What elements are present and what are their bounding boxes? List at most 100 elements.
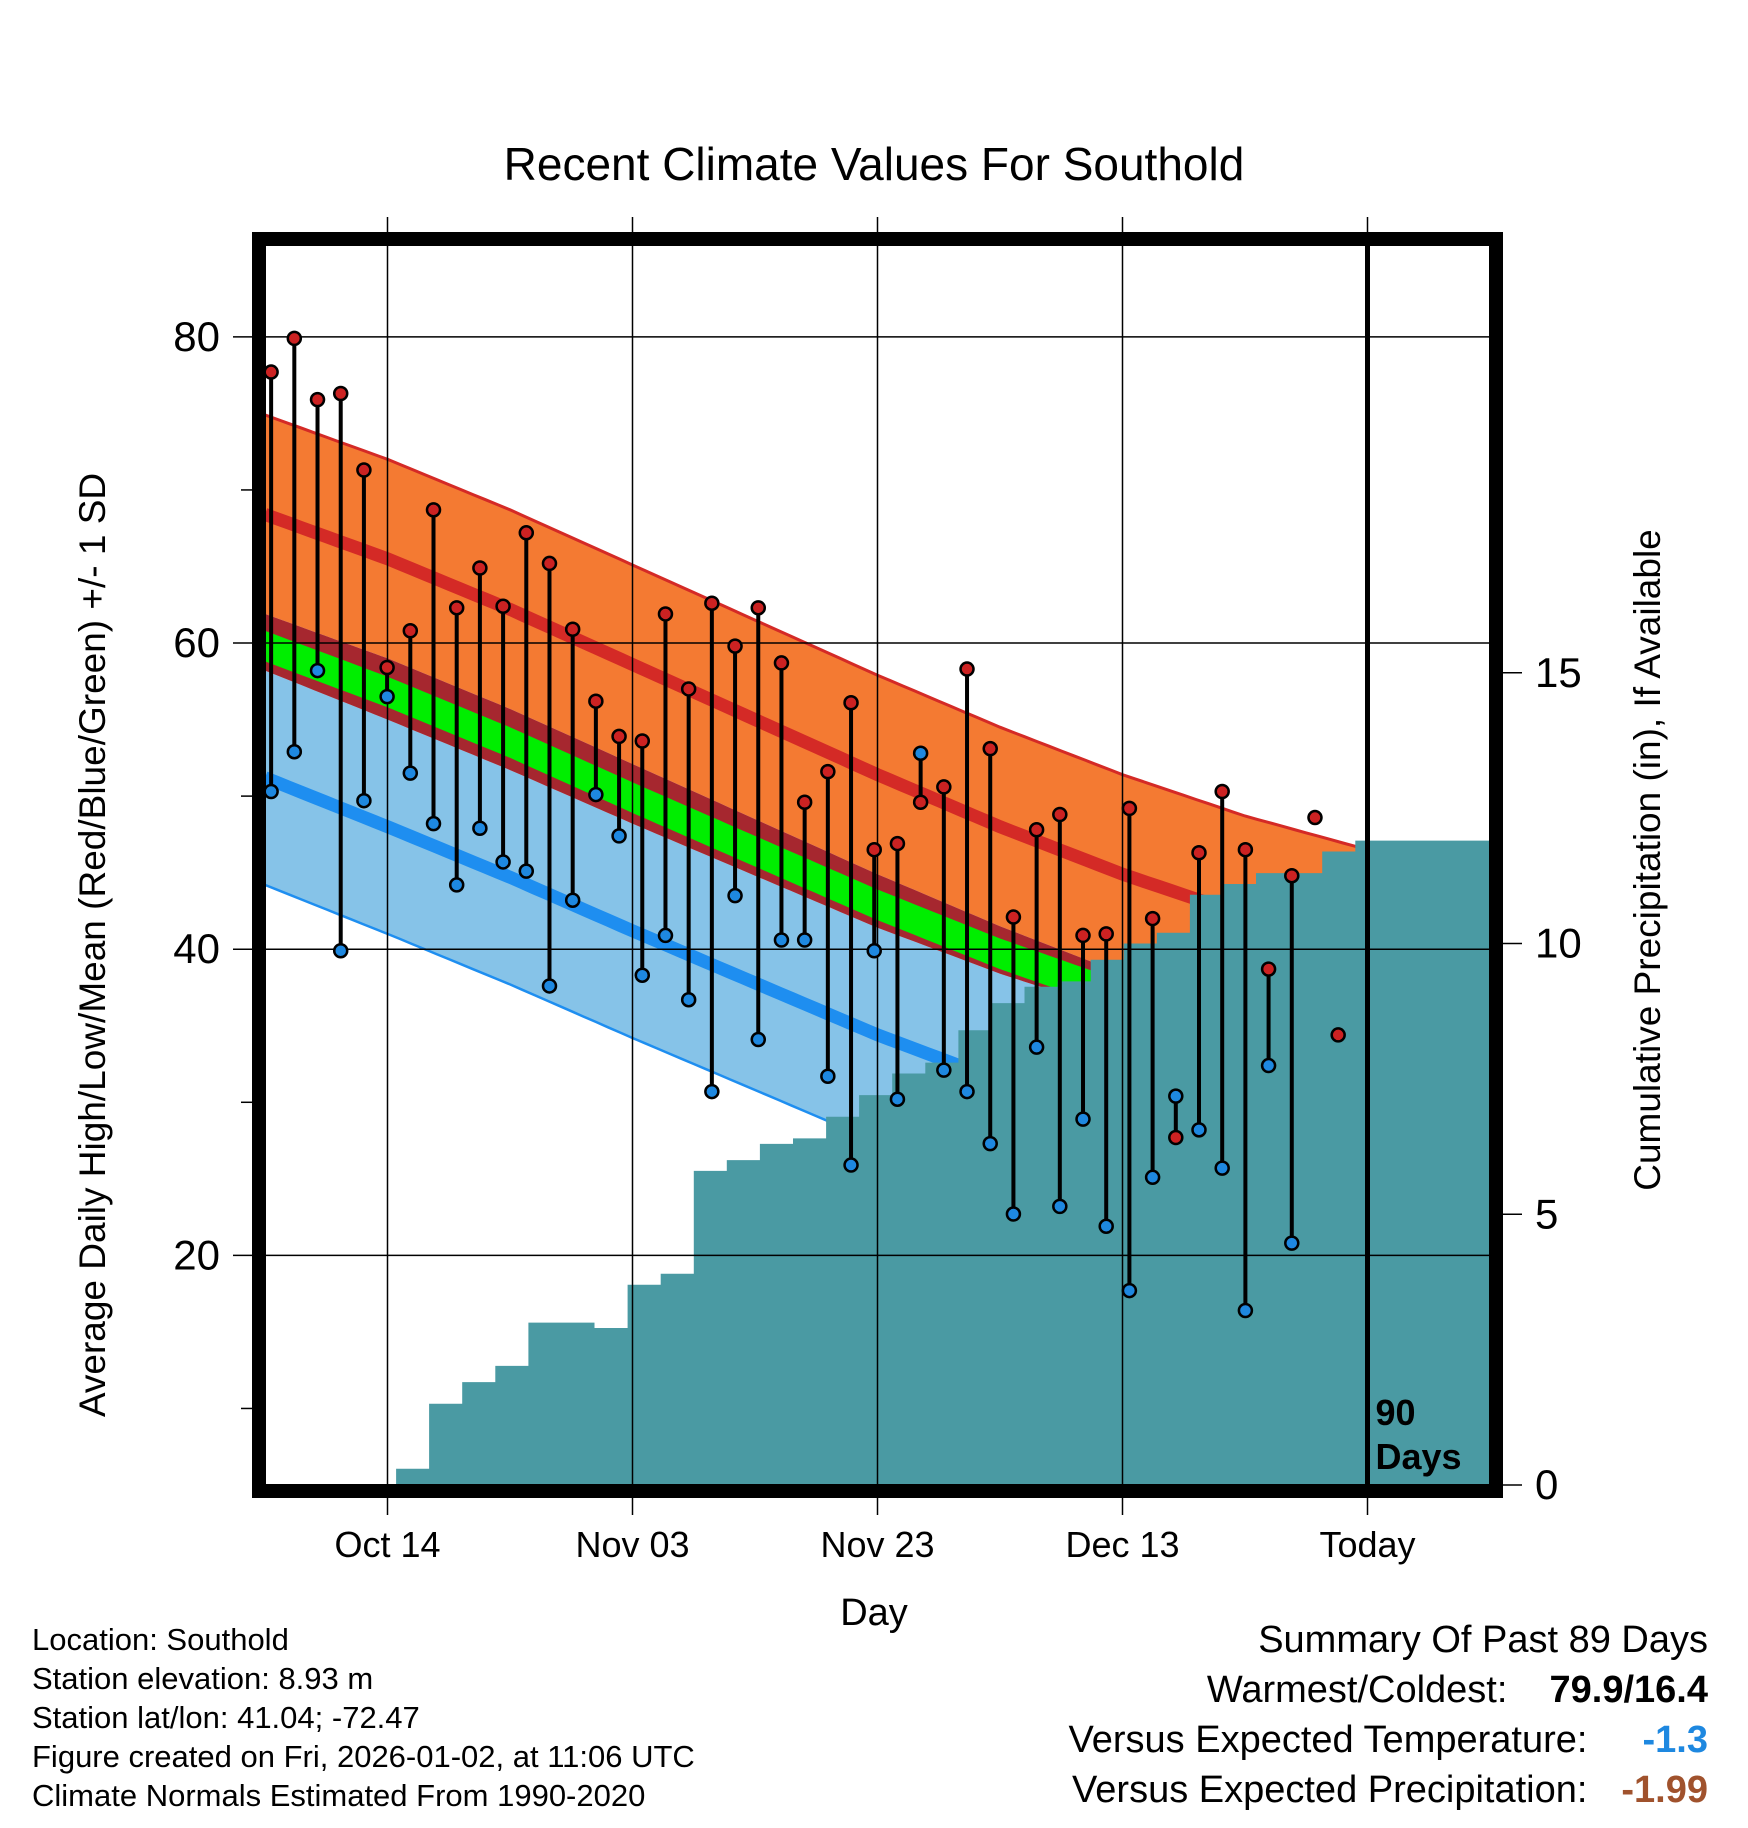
high-dot bbox=[472, 560, 488, 576]
high-dot bbox=[1191, 845, 1207, 861]
high-dot bbox=[541, 555, 558, 572]
x-tick-label: Oct 14 bbox=[334, 1524, 440, 1565]
high-dot bbox=[959, 661, 975, 677]
low-dot bbox=[356, 792, 372, 809]
low-dot bbox=[379, 688, 395, 705]
location-text: Location: Southold bbox=[32, 1622, 289, 1657]
low-dot bbox=[704, 1083, 720, 1100]
low-dot bbox=[402, 765, 419, 781]
high-dot bbox=[843, 694, 859, 711]
low-dot bbox=[472, 820, 488, 837]
low-dot bbox=[1098, 1218, 1114, 1235]
chart-title: Recent Climate Values For Southold bbox=[504, 138, 1245, 190]
high-dot bbox=[727, 638, 743, 654]
high-dot bbox=[1307, 809, 1323, 826]
high-dot bbox=[332, 385, 349, 402]
low-dot bbox=[265, 783, 279, 800]
high-dot bbox=[657, 606, 674, 622]
low-dot bbox=[1191, 1122, 1207, 1138]
high-dot bbox=[936, 779, 952, 795]
today-days-label-line: 90 bbox=[1376, 1392, 1416, 1433]
low-dot bbox=[680, 991, 697, 1008]
low-dot bbox=[634, 967, 651, 983]
today-days-label: 90 Days bbox=[1376, 1392, 1462, 1477]
low-dot bbox=[1052, 1198, 1068, 1215]
precip-label: Versus Expected Precipitation: bbox=[1072, 1769, 1588, 1811]
plot-content: 90 Days bbox=[265, 245, 1490, 1485]
low-dot bbox=[843, 1157, 859, 1173]
low-dot bbox=[773, 932, 790, 948]
high-dot bbox=[1168, 1129, 1184, 1146]
low-dot bbox=[820, 1068, 836, 1085]
temp-value: -1.3 bbox=[1642, 1719, 1708, 1761]
low-dot bbox=[982, 1135, 998, 1152]
precip-row: Versus Expected Precipitation: -1.99 bbox=[1069, 1765, 1708, 1815]
low-dot bbox=[1260, 1057, 1277, 1074]
y-tick-label: 60 bbox=[173, 619, 220, 666]
high-dot bbox=[680, 681, 697, 697]
high-dot bbox=[866, 841, 882, 858]
high-dot bbox=[402, 623, 419, 639]
axes: 20 40 60 80 0 5 10 15 Oct 14 Nov 03 Nov 23 Dec 13 To… bbox=[173, 217, 1582, 1565]
elevation-text: Station elevation: 8.93 m bbox=[32, 1661, 374, 1696]
high-dot bbox=[634, 733, 651, 749]
y2-tick-label: 5 bbox=[1535, 1190, 1558, 1237]
high-dot bbox=[1144, 910, 1161, 927]
x-tick-label: Nov 23 bbox=[820, 1524, 934, 1565]
low-dot bbox=[912, 745, 929, 761]
high-dot bbox=[1052, 806, 1068, 823]
plot-frame bbox=[252, 232, 1503, 1498]
low-dot bbox=[286, 743, 303, 760]
precip-value: -1.99 bbox=[1621, 1769, 1708, 1811]
low-dot bbox=[1168, 1088, 1184, 1104]
low-dot bbox=[750, 1031, 767, 1048]
low-dot bbox=[425, 815, 442, 832]
low-dot bbox=[936, 1062, 952, 1078]
low-dot bbox=[657, 927, 674, 944]
low-dot bbox=[564, 892, 581, 908]
low-dot bbox=[1005, 1206, 1022, 1222]
high-dot bbox=[356, 462, 372, 478]
low-dot bbox=[1237, 1302, 1254, 1319]
high-dot bbox=[750, 600, 767, 616]
high-dot bbox=[704, 595, 720, 611]
high-dot bbox=[448, 600, 465, 616]
high-dot bbox=[286, 330, 303, 347]
high-dot bbox=[820, 763, 836, 780]
high-dot bbox=[564, 621, 581, 637]
low-dot bbox=[541, 978, 558, 994]
x-tick-label: Today bbox=[1319, 1524, 1415, 1565]
high-dot bbox=[889, 835, 906, 852]
high-dot bbox=[982, 740, 998, 757]
high-dot bbox=[588, 693, 604, 709]
high-dot bbox=[425, 502, 442, 518]
low-dot bbox=[727, 887, 743, 904]
low-dot bbox=[1214, 1160, 1230, 1176]
high-dot bbox=[379, 659, 395, 676]
high-dot bbox=[912, 794, 929, 810]
temp-row: Versus Expected Temperature: -1.3 bbox=[1069, 1715, 1708, 1765]
low-dot bbox=[1075, 1111, 1091, 1127]
high-dot bbox=[1028, 822, 1045, 838]
x-tick-label: Dec 13 bbox=[1065, 1524, 1179, 1565]
y-tick-label: 80 bbox=[173, 313, 220, 360]
temp-label: Versus Expected Temperature: bbox=[1068, 1719, 1588, 1761]
high-dot bbox=[1284, 867, 1300, 884]
low-dot bbox=[588, 786, 604, 803]
low-dot bbox=[796, 932, 813, 948]
y2-tick-label: 10 bbox=[1535, 920, 1582, 967]
station-info: Location: Southold Station elevation: 8.… bbox=[32, 1620, 695, 1815]
latlon-text: Station lat/lon: 41.04; -72.47 bbox=[32, 1700, 420, 1735]
plot-area: 90 Days bbox=[265, 245, 1490, 1485]
high-dot bbox=[518, 525, 535, 541]
normals-text: Climate Normals Estimated From 1990-2020 bbox=[32, 1778, 646, 1813]
high-dot bbox=[1121, 800, 1138, 817]
high-dot bbox=[1330, 1027, 1346, 1043]
high-dot bbox=[1237, 841, 1254, 858]
y-tick-label: 20 bbox=[173, 1231, 220, 1278]
warm-cold-value: 79.9/16.4 bbox=[1549, 1669, 1708, 1711]
y2-axis-label: Cumulative Precipitation (in), If Availa… bbox=[1627, 529, 1668, 1191]
low-dot bbox=[611, 828, 627, 844]
low-dot bbox=[889, 1091, 906, 1107]
